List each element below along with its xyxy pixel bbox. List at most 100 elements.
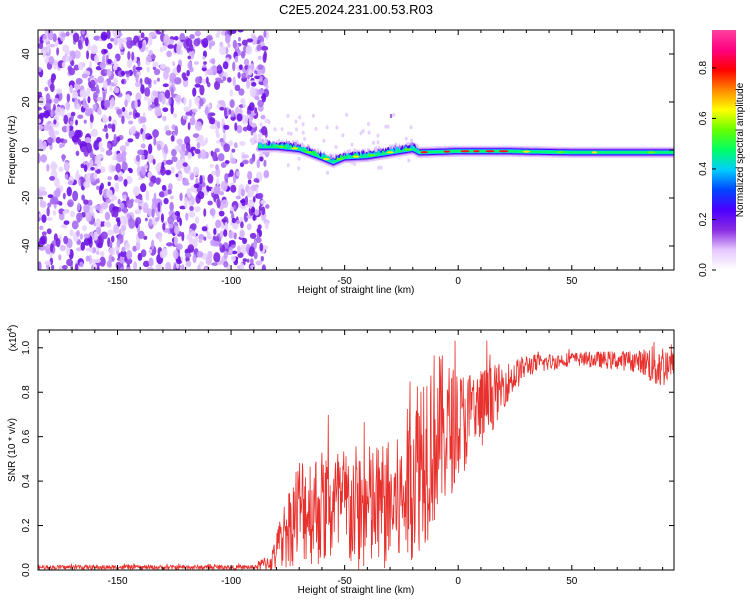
noise-blob [222, 61, 229, 70]
noise-blob [189, 66, 194, 73]
noise-blob [145, 46, 149, 52]
noise-blob [138, 205, 142, 210]
noise-blob [193, 38, 201, 47]
noise-blob [117, 198, 121, 205]
noise-blob [72, 190, 79, 202]
signal-hotspot [336, 158, 344, 161]
noise-blob [173, 225, 180, 235]
noise-blob [218, 210, 225, 217]
noise-blob [81, 194, 85, 201]
noise-blob [54, 106, 62, 117]
noise-blob [185, 142, 191, 152]
noise-blob [83, 199, 89, 205]
noise-blob [186, 233, 193, 241]
noise-blob [60, 224, 67, 229]
noise-blob [99, 250, 105, 257]
noise-blob [174, 210, 181, 216]
noise-blob [366, 122, 370, 127]
noise-blob [116, 239, 121, 248]
noise-blob [168, 96, 172, 106]
noise-blob [114, 174, 119, 181]
chart-title: C2E5.2024.231.00.53.R03 [279, 2, 433, 17]
noise-blob [217, 120, 221, 129]
heatmap-x-tick-label: -50 [337, 276, 352, 287]
noise-blob [229, 89, 233, 97]
noise-blob [166, 50, 172, 58]
noise-blob [182, 181, 190, 186]
noise-blob [189, 117, 196, 126]
noise-blob [213, 80, 221, 90]
noise-blob [163, 144, 168, 154]
noise-blob [113, 37, 119, 46]
noise-blob [134, 81, 141, 88]
noise-blob [80, 163, 85, 169]
noise-blob [87, 199, 93, 207]
noise-blob [120, 51, 125, 56]
noise-blob [96, 178, 100, 184]
noise-blob [140, 183, 147, 193]
noise-blob [228, 230, 235, 239]
noise-blob [121, 246, 126, 253]
noise-blob [38, 261, 42, 270]
noise-blob [55, 187, 61, 198]
noise-blob [93, 231, 99, 241]
noise-blob [242, 237, 248, 244]
noise-blob [176, 44, 182, 55]
noise-blob [191, 113, 195, 119]
noise-blob [97, 242, 103, 249]
noise-blob [172, 60, 176, 67]
noise-blob [172, 249, 179, 260]
snr-y-tick-label: 0.8 [21, 385, 32, 399]
noise-blob [213, 227, 217, 236]
noise-blob [96, 185, 100, 191]
noise-blob [237, 245, 241, 254]
noise-blob [246, 38, 254, 43]
noise-blob [53, 119, 57, 125]
noise-blob [223, 143, 231, 153]
noise-blob [256, 158, 261, 169]
noise-blob [155, 177, 161, 185]
noise-blob [252, 196, 256, 203]
noise-blob [238, 64, 243, 71]
noise-blob [67, 180, 74, 186]
noise-blob [208, 42, 212, 50]
noise-blob [107, 123, 113, 129]
noise-blob [215, 132, 220, 139]
noise-blob [297, 156, 301, 161]
noise-blob [148, 181, 154, 187]
noise-blob [97, 107, 102, 116]
noise-blob [244, 195, 249, 206]
noise-blob [112, 78, 119, 85]
signal-hotspot [591, 151, 598, 154]
noise-blob [126, 38, 133, 49]
noise-blob [152, 91, 159, 97]
noise-blob [182, 76, 189, 81]
noise-blob [361, 129, 365, 134]
noise-blob [214, 148, 220, 153]
noise-blob [130, 198, 134, 203]
noise-blob [116, 152, 123, 163]
noise-blob [209, 125, 216, 130]
noise-blob [189, 43, 194, 52]
noise-blob [205, 35, 213, 41]
noise-blob [237, 72, 241, 79]
noise-blob [246, 223, 252, 231]
snr-x-tick-label: 50 [566, 576, 578, 587]
noise-blob [242, 154, 250, 159]
snr-frame [37, 329, 675, 571]
noise-blob [50, 161, 58, 172]
noise-blob [61, 61, 66, 69]
noise-blob [240, 221, 244, 229]
noise-blob [249, 232, 257, 239]
noise-blob [193, 61, 199, 65]
noise-blob [210, 239, 216, 247]
noise-blob [294, 119, 298, 124]
noise-blob [109, 85, 113, 92]
noise-blob [109, 241, 113, 248]
noise-blob [146, 66, 150, 73]
noise-blob [120, 224, 127, 232]
snr-y-multiplier-close: ) [8, 325, 19, 328]
noise-blob [48, 43, 56, 48]
noise-blob [149, 104, 157, 109]
noise-blob [46, 228, 52, 235]
